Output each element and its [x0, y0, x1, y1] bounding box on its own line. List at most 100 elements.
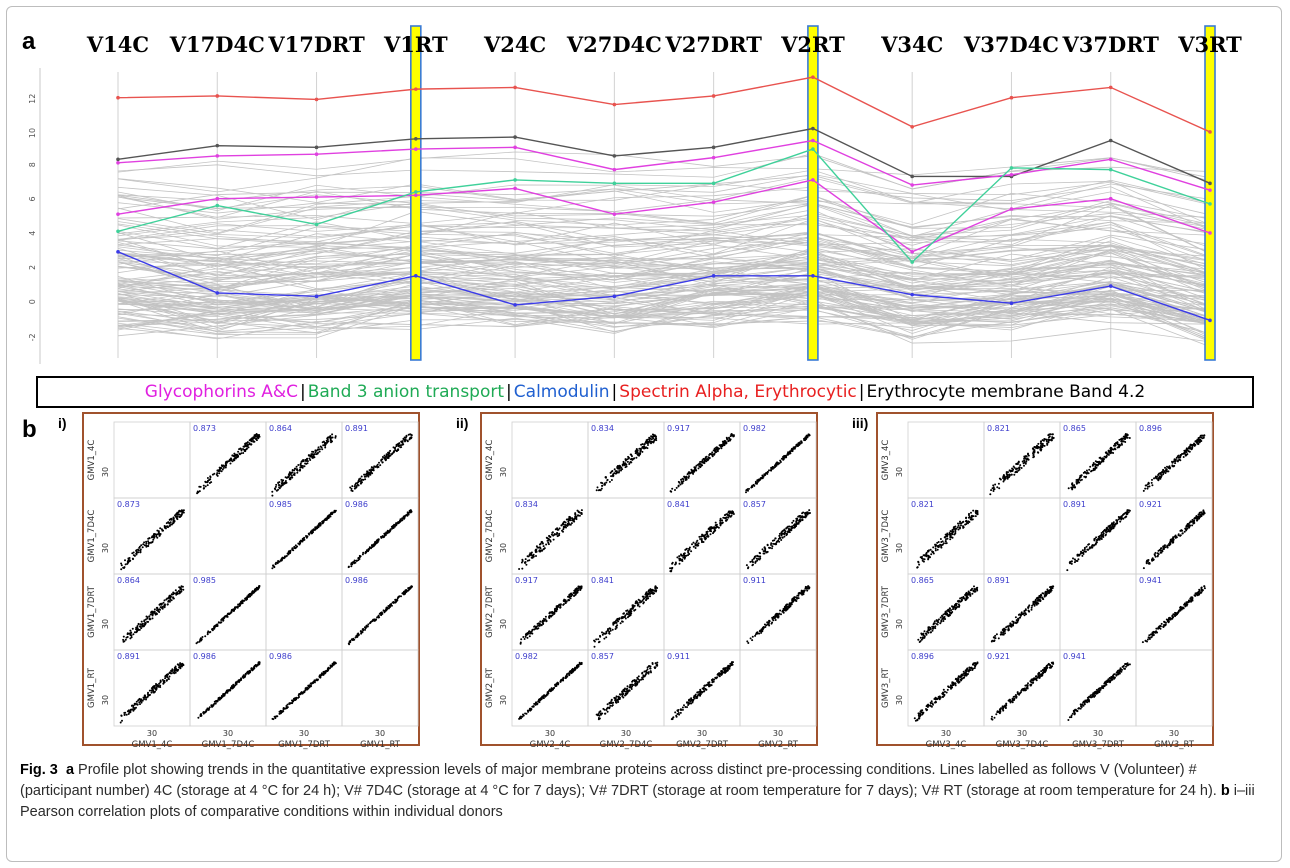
- scatter-point: [357, 479, 360, 482]
- scatter-point: [731, 434, 734, 436]
- background-profile-line: [117, 203, 1211, 255]
- scatter-point: [1168, 465, 1171, 468]
- scatter-point: [1164, 469, 1167, 472]
- scatter-point: [642, 602, 645, 605]
- scatter-point: [165, 522, 168, 525]
- scatter-point: [1100, 461, 1103, 463]
- scatter-point: [577, 585, 580, 588]
- series-point: [513, 303, 517, 307]
- scatter-point: [229, 689, 232, 692]
- scatter-point: [960, 524, 962, 527]
- scatter-point: [1151, 478, 1153, 481]
- scatter-point: [1016, 467, 1019, 470]
- scatter-point: [602, 707, 605, 710]
- category-label: V17D4C: [169, 32, 265, 57]
- scatter-point: [172, 519, 175, 522]
- scatter-point: [608, 706, 611, 709]
- series-point: [1009, 207, 1014, 211]
- scatter-point: [775, 463, 777, 466]
- scatter-point: [791, 447, 794, 450]
- scatter-point: [399, 446, 402, 449]
- scatter-point: [691, 543, 693, 546]
- series-point: [116, 95, 120, 100]
- scatter-point: [137, 549, 140, 552]
- scatter-point: [400, 595, 402, 598]
- scatter-point: [620, 466, 623, 469]
- scatter-point: [367, 623, 370, 626]
- scatter-point: [918, 563, 921, 566]
- scatter-point: [570, 672, 573, 675]
- scatter-point: [135, 700, 138, 703]
- scatter-point: [770, 542, 773, 545]
- scatter-point: [707, 681, 710, 684]
- scatter-point: [360, 481, 363, 484]
- scatter-point: [1174, 459, 1177, 462]
- series-point: [1009, 95, 1014, 100]
- series-point: [1108, 157, 1113, 162]
- scatter-point: [521, 715, 524, 718]
- scatter-point: [624, 617, 627, 620]
- scatter-point: [123, 713, 126, 716]
- scatter-point: [796, 517, 799, 520]
- scatter-point: [1047, 441, 1050, 444]
- scatter-point: [751, 639, 754, 642]
- col-variable-label: GMV2_7D4C: [600, 740, 653, 750]
- scatter-point: [271, 490, 274, 493]
- scatter-point: [369, 472, 372, 475]
- scatter-point: [625, 690, 628, 693]
- scatter-point: [796, 522, 799, 525]
- background-profile-line: [117, 299, 1211, 344]
- scatter-point: [1197, 442, 1199, 445]
- scatter-point: [409, 511, 412, 514]
- scatter-point: [204, 635, 207, 638]
- scatter-point: [696, 539, 699, 542]
- scatter-point: [164, 675, 167, 678]
- scatter-point: [570, 522, 573, 525]
- scatter-point: [1094, 463, 1097, 466]
- series-point: [513, 186, 517, 191]
- scatter-point: [148, 618, 151, 621]
- legend: Glycophorins A&C | Band 3 anion transport …: [36, 376, 1254, 408]
- scatter-point: [537, 624, 539, 627]
- scatter-point: [704, 533, 707, 536]
- scatter-point: [375, 465, 378, 468]
- scatter-point: [347, 642, 350, 645]
- scatter-point: [1167, 466, 1170, 469]
- scatter-point: [232, 455, 235, 457]
- scatter-point: [652, 437, 655, 440]
- scatter-point: [693, 466, 696, 469]
- scatter-point: [1142, 489, 1145, 492]
- scatter-point: [120, 568, 123, 571]
- series-point: [612, 212, 617, 216]
- scatter-point: [680, 480, 683, 483]
- scatter-point: [239, 453, 241, 456]
- scatter-point: [999, 478, 1002, 481]
- scatter-point: [774, 465, 777, 468]
- scatter-point: [671, 487, 674, 490]
- scatter-point: [634, 452, 637, 455]
- scatter-point: [692, 545, 695, 548]
- scatter-point: [350, 489, 353, 492]
- scatter-point: [331, 664, 334, 667]
- scatter-point: [308, 686, 311, 689]
- scatter-point: [613, 696, 616, 699]
- y-tick-label: 6: [28, 196, 37, 201]
- scatter-point: [641, 450, 644, 453]
- scatter-point: [379, 464, 382, 467]
- scatter-point: [637, 678, 640, 681]
- scatter-point: [617, 701, 620, 703]
- series-point: [711, 94, 716, 98]
- scatter-point: [551, 614, 554, 617]
- scatter-point: [709, 533, 712, 536]
- matrix-cell: [587, 573, 665, 651]
- background-profile-line: [117, 306, 1211, 338]
- scatter-point: [1010, 470, 1013, 473]
- scatter-point: [1039, 440, 1042, 443]
- scatter-point: [730, 511, 732, 514]
- scatter-point: [782, 607, 785, 610]
- scatter-point: [229, 687, 232, 690]
- scatter-point: [1040, 445, 1043, 448]
- scatter-point: [247, 444, 249, 446]
- scatter-point: [362, 629, 365, 632]
- scatter-point: [795, 525, 797, 528]
